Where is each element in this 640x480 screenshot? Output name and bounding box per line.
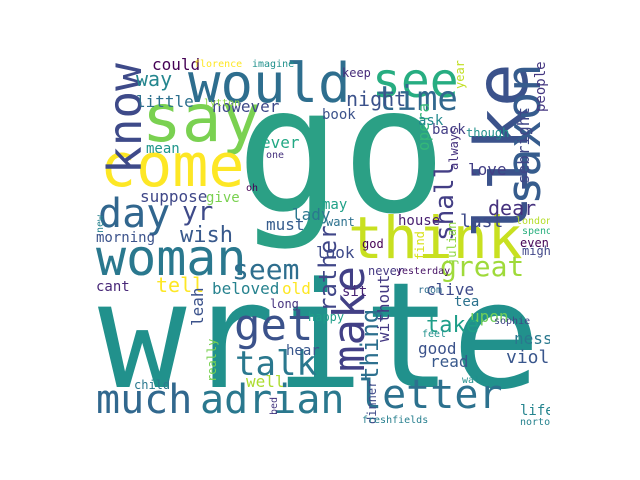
word-could: could <box>152 57 201 74</box>
word-suppose: suppose <box>140 187 208 206</box>
word-come: come <box>100 131 245 201</box>
word-book: book <box>322 107 356 123</box>
word-lytton: lytton <box>204 98 241 109</box>
word-good: good <box>418 339 457 358</box>
word-day: day <box>98 191 171 237</box>
word-freshfields: freshfields <box>362 415 429 426</box>
word-mean: mean <box>146 141 180 157</box>
word-little: little <box>136 92 194 111</box>
word-go: go <box>236 57 447 253</box>
word-get: get <box>234 300 314 351</box>
word-happy: happy <box>308 310 345 324</box>
word-lady: lady <box>292 205 331 224</box>
word-child: child <box>134 378 171 392</box>
word-violet: violet <box>506 347 550 368</box>
word-oh: oh <box>246 183 259 194</box>
word-back: back <box>432 122 466 138</box>
word-cloud: write go think say would see like come k… <box>96 57 550 431</box>
word-think: think <box>348 204 523 272</box>
word-god: god <box>362 237 384 251</box>
word-time: time <box>376 79 458 119</box>
word-beloved: beloved <box>212 279 280 298</box>
word-however: however <box>212 97 280 116</box>
word-people: people <box>533 61 549 112</box>
word-take: take <box>426 313 479 338</box>
word-much: much <box>96 377 193 423</box>
word-without: without <box>374 274 393 342</box>
word-never: never <box>368 264 405 278</box>
word-spend: spend <box>522 226 550 237</box>
word-wish: wish <box>180 223 233 248</box>
word-morning: morning <box>96 230 156 246</box>
word-would: would <box>188 57 351 115</box>
word-new: new <box>96 214 106 233</box>
word-love: love <box>468 160 507 179</box>
word-way: way <box>136 67 173 91</box>
word-sophie: sophie <box>494 316 531 327</box>
word-year: year <box>453 60 467 89</box>
word-room: room <box>418 285 443 296</box>
word-always: always <box>447 126 461 170</box>
word-clive: clive <box>426 280 475 299</box>
word-well: well <box>246 372 285 391</box>
word-life: life <box>520 403 550 419</box>
word-look: look <box>316 243 355 262</box>
word-adrian: adrian <box>200 377 345 423</box>
word-really: really <box>205 338 219 382</box>
word-great: great <box>440 250 525 283</box>
word-walk: walk <box>462 375 487 386</box>
word-florence: florence <box>194 59 243 70</box>
word-tea: tea <box>454 294 480 310</box>
word-upon: upon <box>470 307 509 326</box>
word-leah: leah <box>188 287 207 326</box>
word-letter: letter <box>358 372 503 418</box>
word-nessa: nessa <box>514 329 550 348</box>
word-read: read <box>430 352 469 371</box>
word-yesterday: yesterday <box>396 266 451 277</box>
word-julian: julian <box>445 221 459 265</box>
word-ever: ever <box>261 133 300 152</box>
word-ask: ask <box>418 113 444 129</box>
word-dear: dear <box>488 196 537 220</box>
word-seem: seem <box>232 253 300 286</box>
word-london: london <box>516 216 550 227</box>
word-night: night <box>346 87 407 111</box>
word-though: though <box>466 126 510 140</box>
word-say: say <box>142 80 262 157</box>
word-rather: rather <box>314 225 342 312</box>
word-see: see <box>372 57 459 109</box>
word-tell: tell <box>156 273 205 297</box>
word-hear: hear <box>286 343 320 359</box>
word-find: find <box>413 231 427 260</box>
word-write: write <box>98 251 541 422</box>
word-yr: yr <box>182 197 214 227</box>
word-old: old <box>282 279 311 298</box>
word-bed: bed <box>269 396 280 415</box>
word-sebright: sebright <box>514 106 533 184</box>
word-might: might <box>522 244 550 258</box>
word-imagine: imagine <box>252 59 295 70</box>
word-sit: sit <box>342 284 368 300</box>
word-keep: keep <box>342 66 371 80</box>
word-want: want <box>326 215 355 229</box>
word-woman: woman <box>96 229 247 287</box>
word-even: even <box>520 236 549 250</box>
word-feel: feel <box>422 329 447 340</box>
word-cant: cant <box>96 279 130 295</box>
word-give: give <box>206 190 240 206</box>
word-may: may <box>322 197 348 213</box>
word-last: last <box>460 211 504 232</box>
word-long: long <box>270 297 299 311</box>
word-talk: talk <box>235 344 317 384</box>
word-house: house <box>398 213 441 229</box>
word-one: one <box>266 150 285 161</box>
word-must: must <box>266 215 305 234</box>
